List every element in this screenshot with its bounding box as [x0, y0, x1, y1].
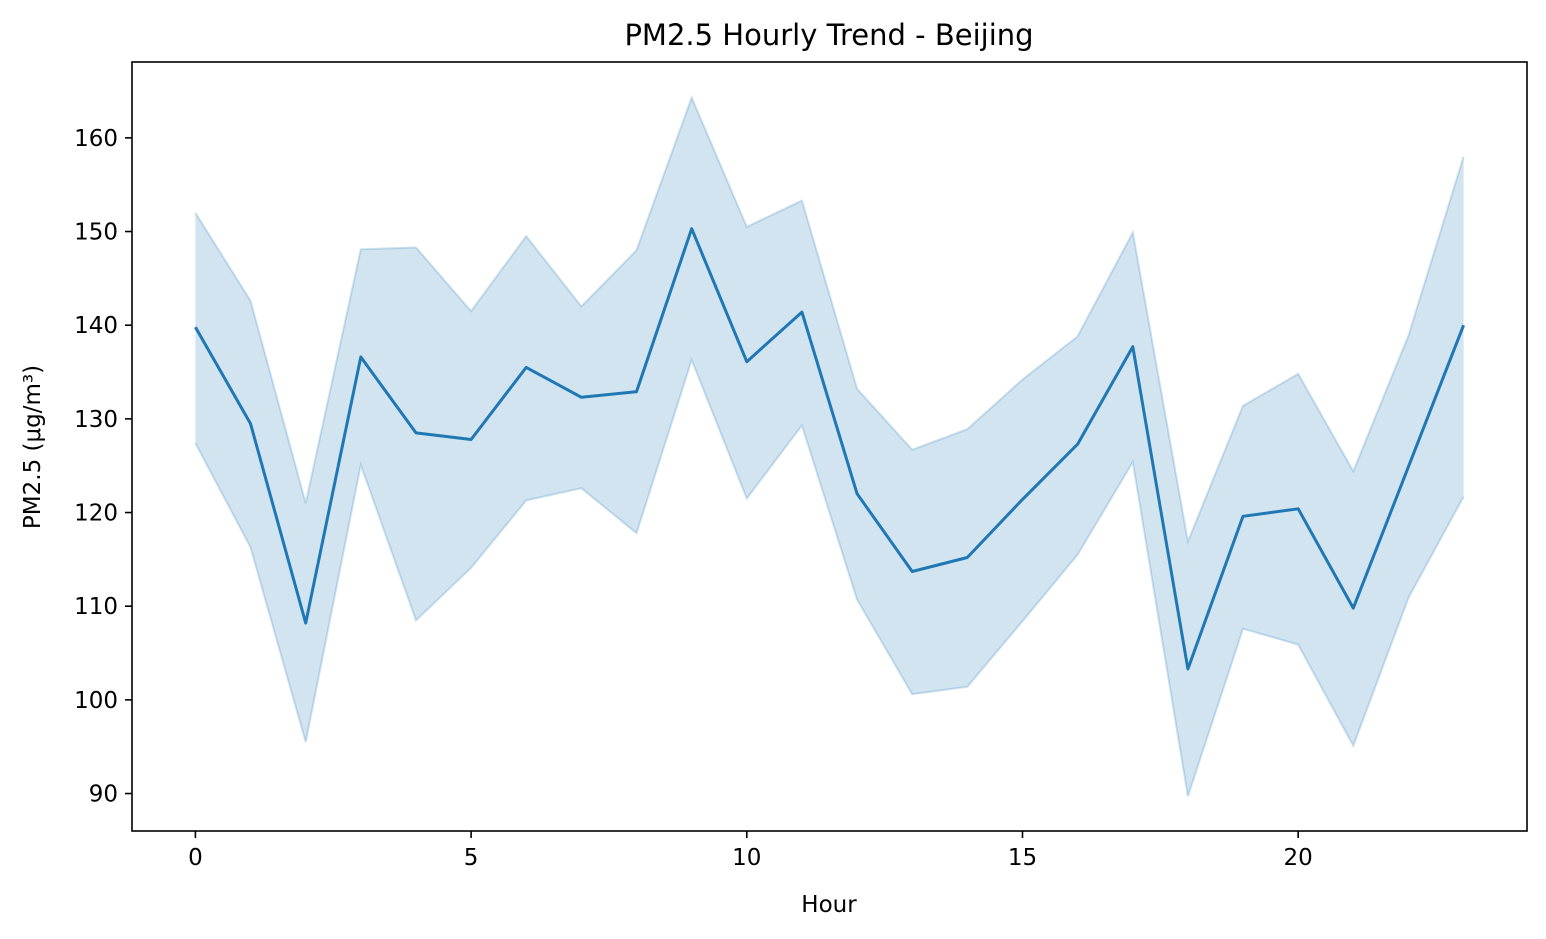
- plot-frame: [131, 61, 1528, 832]
- y-axis: 90 100 110 120 130 140 150 160: [74, 126, 132, 808]
- plot-area: [194, 94, 1465, 797]
- y-tick-label: 160: [74, 126, 118, 152]
- y-tick-label: 130: [74, 407, 118, 433]
- y-tick-label: 140: [74, 313, 118, 339]
- x-tick-label: 10: [732, 845, 761, 871]
- confidence-band-upper-edge: [194, 94, 1465, 546]
- x-axis: 0 5 10 15 20: [188, 831, 1313, 871]
- y-tick-label: 90: [89, 782, 118, 808]
- x-tick-label: 0: [188, 845, 203, 871]
- y-axis-label: PM2.5 (μg/m³): [20, 365, 46, 529]
- y-tick-label: 150: [74, 220, 118, 246]
- y-tick-label: 120: [74, 501, 118, 527]
- chart-title: PM2.5 Hourly Trend - Beijing: [624, 18, 1033, 52]
- x-tick-label: 15: [1008, 845, 1037, 871]
- confidence-band-lower-edge: [194, 356, 1465, 797]
- confidence-band: [195, 97, 1464, 797]
- y-tick-label: 110: [74, 594, 118, 620]
- y-tick-label: 100: [74, 688, 118, 714]
- x-tick-label: 20: [1284, 845, 1313, 871]
- x-tick-label: 5: [464, 845, 479, 871]
- series-line: [194, 227, 1465, 671]
- x-axis-label: Hour: [801, 892, 857, 918]
